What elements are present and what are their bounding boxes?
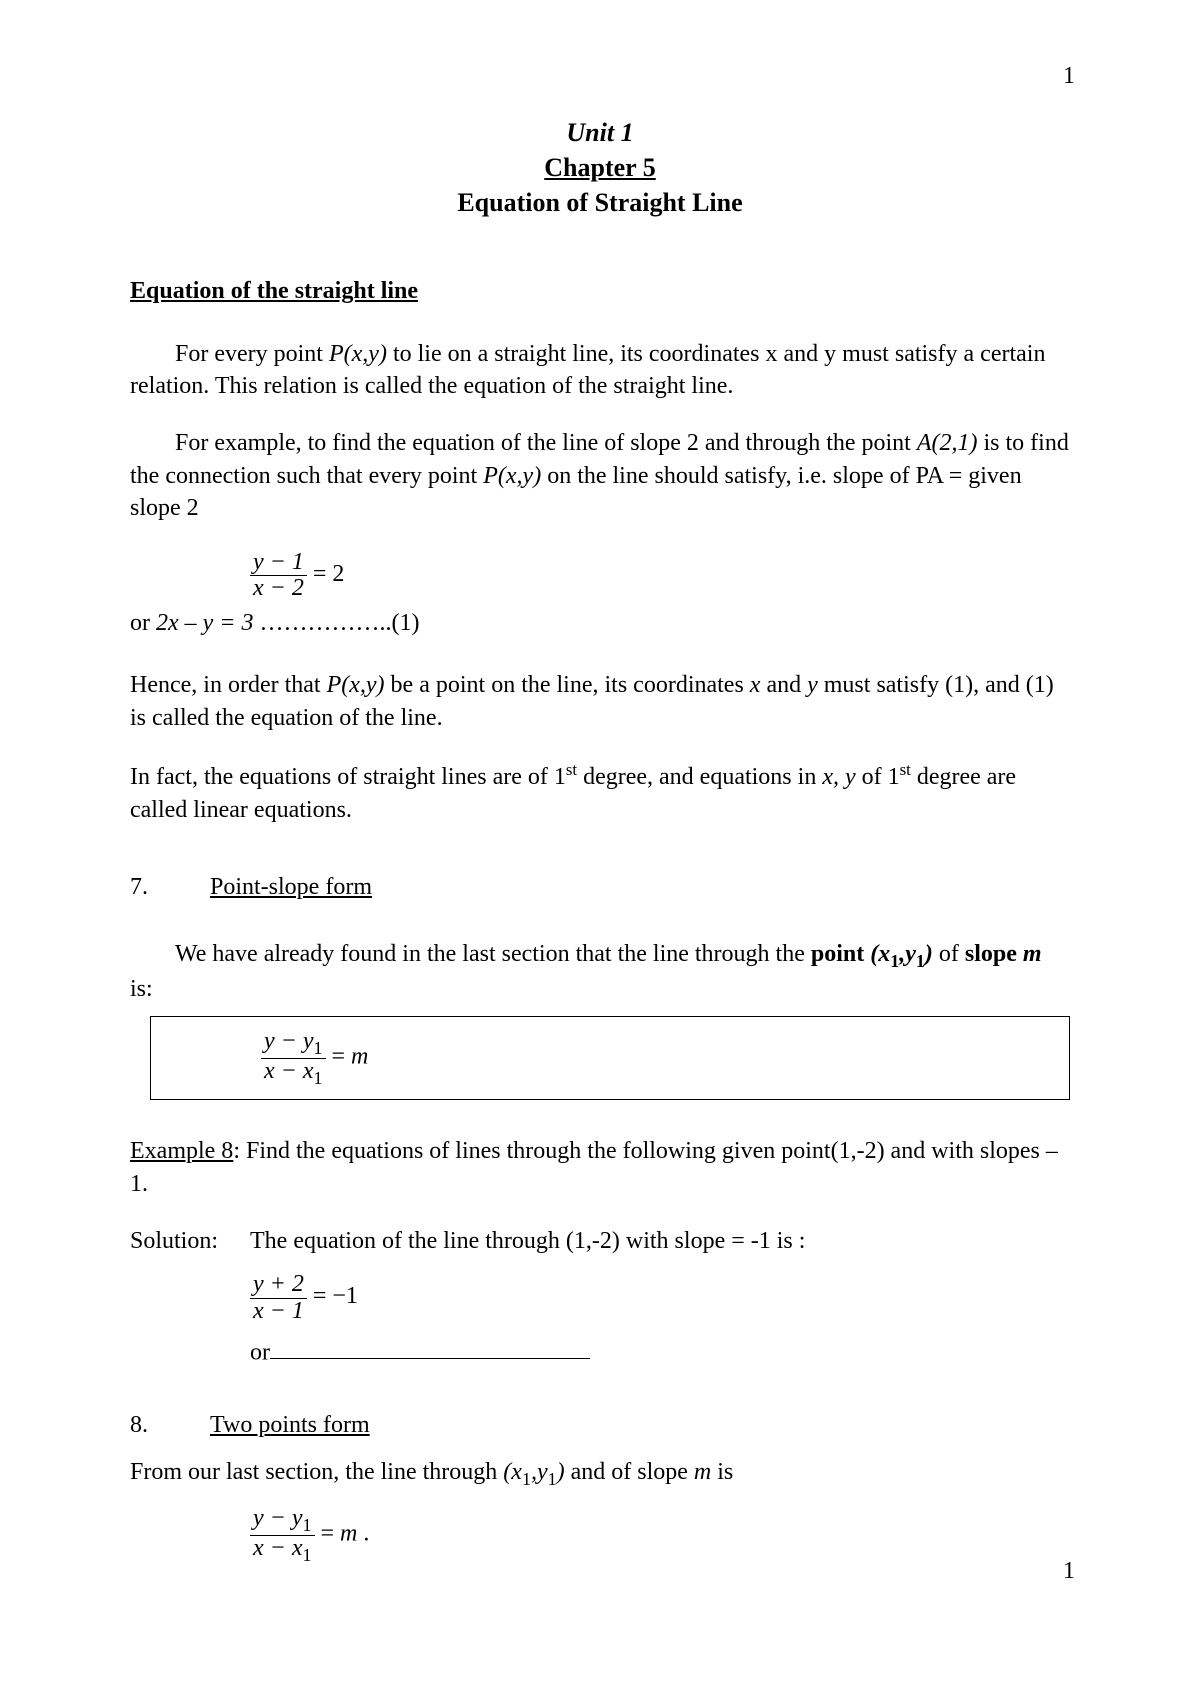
- text: and: [760, 672, 807, 698]
- blank-underline: [270, 1332, 590, 1359]
- numerator: y − y1: [261, 1029, 326, 1059]
- section-heading: Equation of the straight line: [130, 275, 1070, 307]
- denominator: x − x1: [261, 1059, 326, 1088]
- equation: y − 1 x − 2 = 2: [250, 550, 1070, 601]
- superscript: st: [566, 760, 577, 779]
- text: of: [933, 941, 965, 967]
- superscript: st: [900, 760, 911, 779]
- text-italic: y: [807, 672, 818, 698]
- numerator: y − 1: [250, 550, 307, 576]
- text: : Find the equations of lines through th…: [130, 1138, 1058, 1196]
- text: ……………..(1): [254, 610, 420, 636]
- text: From our last section, the line through: [130, 1459, 503, 1485]
- page-number-bottom: 1: [1063, 1555, 1075, 1587]
- text-bold-italic: (x1,y1): [864, 941, 933, 967]
- equation-line: or 2x – y = 3 ……………..(1): [130, 607, 1070, 639]
- text-italic: m: [340, 1521, 357, 1547]
- paragraph: Hence, in order that P(x,y) be a point o…: [130, 669, 1070, 734]
- unit-line: Unit 1: [130, 115, 1070, 150]
- solution-label: Solution:: [130, 1225, 250, 1257]
- heading-title: Two points form: [210, 1409, 370, 1441]
- text-bold: slope: [965, 941, 1023, 967]
- title-block: Unit 1 Chapter 5 Equation of Straight Li…: [130, 115, 1070, 220]
- solution-text: The equation of the line through (1,-2) …: [250, 1225, 805, 1257]
- text: =: [326, 1044, 352, 1070]
- denominator: x − x1: [250, 1536, 315, 1565]
- paragraph: We have already found in the last sectio…: [130, 938, 1070, 1005]
- text-italic: x, y: [822, 764, 855, 790]
- fraction: y − y1 x − x1: [261, 1029, 326, 1087]
- equation: y + 2 x − 1 = −1: [250, 1272, 1070, 1323]
- text-italic: A(2,1): [917, 430, 978, 456]
- text-bold-italic: m: [1023, 941, 1042, 967]
- blank-answer-line: or: [250, 1332, 1070, 1369]
- equation-rhs: = −1: [307, 1284, 358, 1310]
- heading-number: 7.: [130, 871, 210, 903]
- text: For every point: [175, 341, 329, 367]
- text-italic: 2x – y = 3: [156, 610, 254, 636]
- text: degree, and equations in: [577, 764, 822, 790]
- fraction: y − 1 x − 2: [250, 550, 307, 601]
- fraction: y + 2 x − 1: [250, 1272, 307, 1323]
- equation-rhs: = 2: [307, 561, 345, 587]
- page-number-top: 1: [1063, 60, 1075, 92]
- text: be a point on the line, its coordinates: [385, 672, 750, 698]
- solution-row: Solution: The equation of the line throu…: [130, 1225, 1070, 1257]
- example-statement: Example 8: Find the equations of lines t…: [130, 1135, 1070, 1200]
- text-bold: point: [811, 941, 864, 967]
- numerator: y + 2: [250, 1272, 307, 1298]
- text: We have already found in the last sectio…: [175, 941, 811, 967]
- text: Hence, in order that: [130, 672, 327, 698]
- text: For example, to find the equation of the…: [175, 430, 917, 456]
- numerator: y − y1: [250, 1506, 315, 1536]
- heading-number: 8.: [130, 1409, 210, 1441]
- text-italic: m: [694, 1459, 711, 1485]
- denominator: x − 2: [250, 576, 307, 601]
- boxed-formula: y − y1 x − x1 = m: [150, 1016, 1070, 1100]
- title-line: Equation of Straight Line: [130, 185, 1070, 220]
- text: of 1: [856, 764, 900, 790]
- text-italic: x: [750, 672, 761, 698]
- document-page: 1 Unit 1 Chapter 5 Equation of Straight …: [0, 0, 1200, 1697]
- chapter-line: Chapter 5: [130, 150, 1070, 185]
- paragraph: For every point P(x,y) to lie on a strai…: [130, 338, 1070, 403]
- example-label: Example 8: [130, 1138, 233, 1164]
- text-italic: P(x,y): [483, 463, 541, 489]
- text: is:: [130, 976, 153, 1002]
- fraction: y − y1 x − x1: [250, 1506, 315, 1564]
- text-italic: P(x,y): [327, 672, 385, 698]
- text: and of slope: [565, 1459, 694, 1485]
- equation: y − y1 x − x1 = m .: [250, 1506, 1070, 1564]
- text: =: [315, 1521, 341, 1547]
- numbered-heading: 8. Two points form: [130, 1409, 1070, 1441]
- paragraph: In fact, the equations of straight lines…: [130, 759, 1070, 826]
- numbered-heading: 7. Point-slope form: [130, 871, 1070, 903]
- or-label: or: [250, 1339, 270, 1365]
- paragraph: For example, to find the equation of the…: [130, 427, 1070, 524]
- text: is: [711, 1459, 733, 1485]
- text: In fact, the equations of straight lines…: [130, 764, 566, 790]
- heading-title: Point-slope form: [210, 871, 372, 903]
- text: .: [357, 1521, 369, 1547]
- paragraph: From our last section, the line through …: [130, 1456, 1070, 1491]
- text-italic: P(x,y): [329, 341, 387, 367]
- text: or: [130, 610, 156, 636]
- denominator: x − 1: [250, 1299, 307, 1324]
- text-italic: (x1,y1): [503, 1459, 564, 1485]
- text-italic: m: [351, 1044, 368, 1070]
